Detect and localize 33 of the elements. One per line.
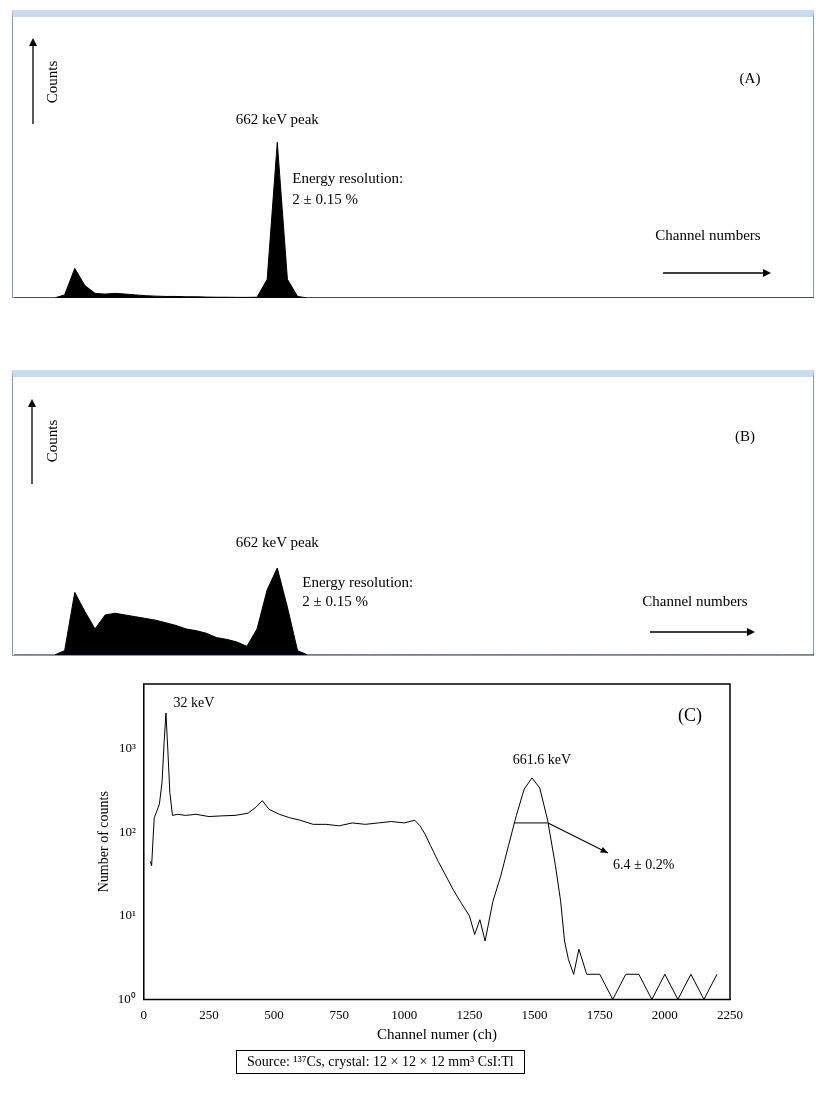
annotation: 6.4 ± 0.2% <box>612 856 675 872</box>
x-axis-title: Channel numer (ch) <box>376 1025 497 1043</box>
text: 662 keV peak <box>235 533 320 550</box>
annotation: 2 ± 0.15 % <box>302 592 369 609</box>
chart-title: (A) <box>739 69 761 87</box>
annotation: 32 keV <box>173 694 215 710</box>
source-note: Source: ¹³⁷Cs, crystal: 12 × 12 × 12 mm³ CsI:Tl <box>247 1054 514 1070</box>
x-tick-label: 1750 <box>586 1006 613 1022</box>
text: (C) <box>678 704 702 726</box>
x-axis-title: Channel numbers <box>642 592 748 609</box>
y-tick-label: 10² <box>118 823 136 839</box>
annotation: 2 ± 0.15 % <box>292 191 359 208</box>
y-axis-title: Counts <box>43 60 60 104</box>
annotation: Energy resolution: <box>302 573 414 590</box>
x-tick-label: 0 <box>140 1006 148 1022</box>
x-axis-title: Channel numbers <box>655 226 761 243</box>
y-axis-title: Counts <box>43 419 60 463</box>
y-tick-label: 10³ <box>118 740 136 756</box>
x-tick-label: 2250 <box>717 1006 743 1022</box>
x-tick-label: 2000 <box>651 1006 678 1022</box>
x-tick-label: 1250 <box>456 1006 483 1022</box>
y-tick-label: 10¹ <box>118 907 136 923</box>
x-tick-label: 1500 <box>521 1006 548 1022</box>
chart-title: (B) <box>735 427 755 445</box>
annotation: 661.6 keV <box>512 751 572 767</box>
x-tick-label: 1000 <box>391 1006 418 1022</box>
x-tick-label: 750 <box>329 1006 349 1022</box>
x-tick-label: 500 <box>264 1006 284 1022</box>
annotation: Energy resolution: <box>292 170 404 187</box>
y-tick-label: 10⁰ <box>117 990 136 1006</box>
text: 662 keV peak <box>235 111 320 128</box>
y-axis-title: Number of counts <box>96 791 112 893</box>
x-tick-label: 250 <box>199 1006 219 1022</box>
